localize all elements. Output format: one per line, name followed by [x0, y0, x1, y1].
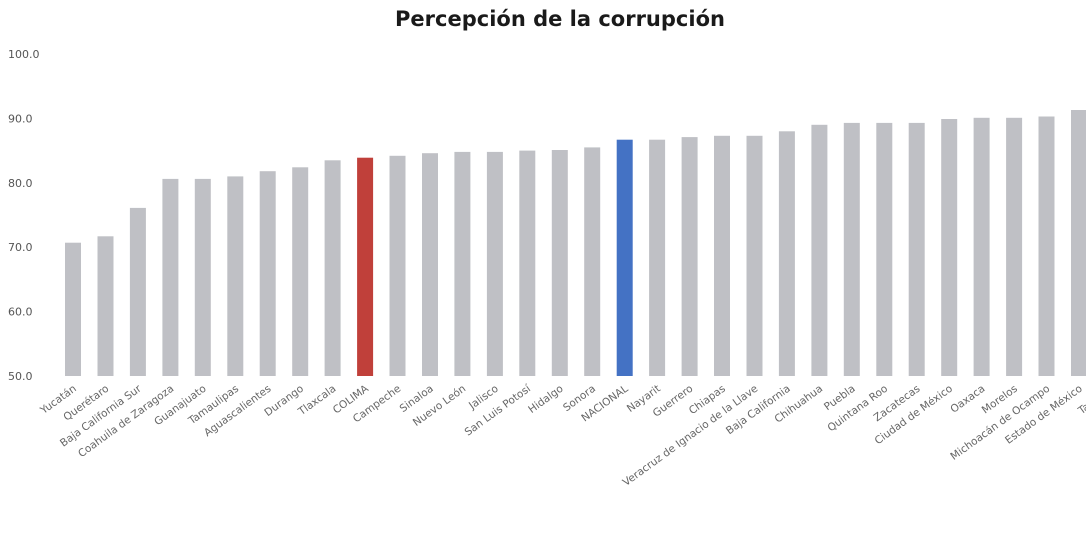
bar — [941, 119, 958, 376]
y-tick-label: 50.0 — [8, 370, 33, 383]
bar — [389, 155, 406, 376]
bar — [292, 167, 309, 376]
y-axis: 50.0 60.0 70.0 80.0 90.0 100.0 — [8, 48, 40, 383]
bar — [259, 171, 276, 376]
bar — [649, 139, 666, 376]
bar — [324, 160, 341, 376]
bar — [973, 117, 990, 377]
bar — [162, 178, 179, 376]
bar — [97, 236, 114, 376]
bar — [1071, 110, 1086, 376]
bar — [357, 157, 374, 376]
bar — [876, 122, 893, 377]
bar — [454, 151, 471, 376]
bar — [227, 176, 244, 376]
bar — [194, 178, 211, 376]
y-tick-label: 60.0 — [8, 306, 33, 319]
bar — [486, 151, 503, 376]
y-tick-label: 70.0 — [8, 241, 33, 254]
y-tick-label: 80.0 — [8, 177, 33, 190]
bar — [746, 135, 763, 376]
chart-title: Percepción de la corrupción — [395, 7, 725, 31]
bar — [1006, 117, 1023, 377]
bar — [551, 150, 568, 376]
bar — [616, 139, 633, 376]
x-tick-label: Hidalgo — [526, 383, 565, 416]
bar — [714, 135, 730, 376]
bar — [811, 124, 828, 376]
bar — [584, 147, 601, 376]
bar-series — [65, 110, 1086, 377]
bar — [908, 122, 925, 377]
bar — [65, 242, 81, 376]
y-tick-label: 100.0 — [8, 48, 40, 61]
bar — [843, 122, 860, 377]
bar — [778, 131, 795, 376]
bar — [1038, 116, 1055, 376]
y-tick-label: 90.0 — [8, 112, 33, 125]
bar — [519, 150, 536, 376]
bar — [422, 153, 438, 376]
bar — [681, 137, 698, 376]
bar — [129, 207, 146, 376]
